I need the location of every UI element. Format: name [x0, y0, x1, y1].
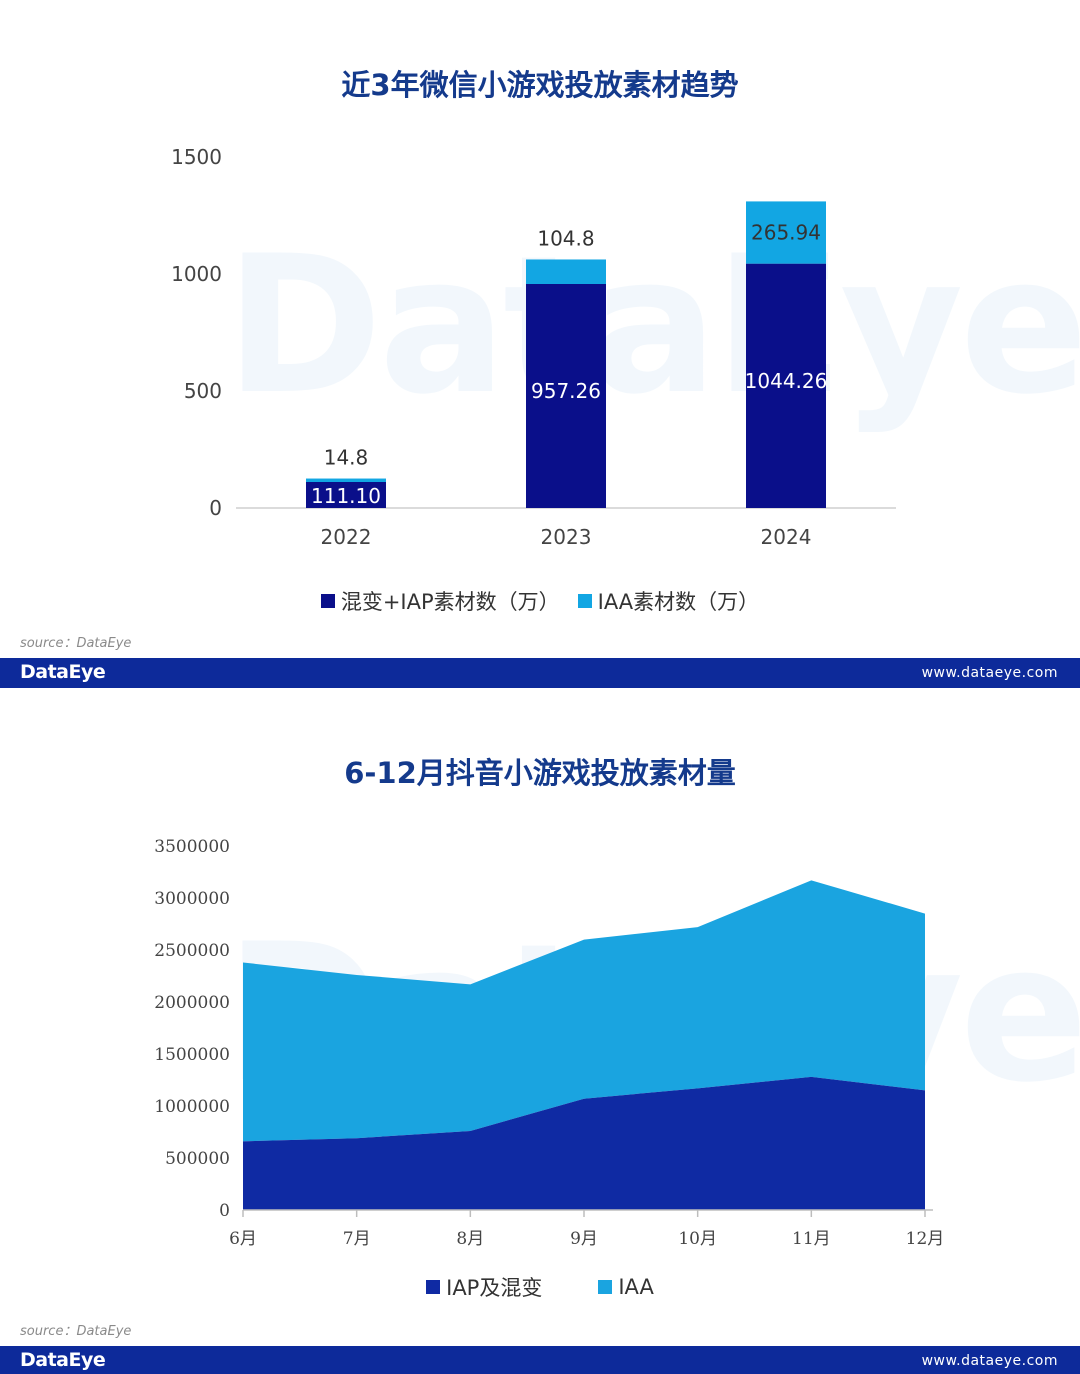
legend-swatch: [577, 594, 592, 608]
source-text: source：DataEye: [20, 636, 132, 651]
data-label: 1044.26: [745, 369, 828, 393]
chart-title: 近3年微信小游戏投放素材趋势: [341, 68, 739, 102]
chart-title: 6-12月抖音小游戏投放素材量: [344, 756, 736, 790]
y-tick-label: 500000: [165, 1149, 230, 1169]
y-tick-label: 0: [209, 496, 222, 520]
footer-bar: DataEye www.dataeye.com: [0, 1346, 1080, 1374]
footer-logo: DataEye: [20, 661, 106, 683]
y-tick-label: 2500000: [154, 941, 230, 961]
data-label: 957.26: [531, 379, 601, 403]
y-tick-label: 2000000: [154, 993, 230, 1013]
data-label: 14.8: [324, 446, 369, 470]
bar-segment: [526, 259, 606, 285]
bar-segment: [306, 478, 386, 483]
data-label: 104.8: [537, 226, 594, 250]
legend: 混变+IAP素材数（万） IAA素材数（万）: [0, 586, 1080, 616]
area-series-iaa: [243, 880, 925, 1142]
legend-item: IAA: [598, 1272, 654, 1302]
x-tick-label: 8月: [456, 1229, 484, 1249]
data-label: 265.94: [751, 221, 821, 245]
footer-bar: DataEye www.dataeye.com: [0, 658, 1080, 688]
legend-item: 混变+IAP素材数（万）: [320, 586, 560, 616]
x-tick-label: 7月: [343, 1229, 371, 1249]
legend: IAP及混变 IAA: [0, 1272, 1080, 1302]
y-tick-label: 3000000: [154, 889, 230, 909]
legend-swatch: [598, 1280, 613, 1294]
source-text: source：DataEye: [20, 1324, 132, 1339]
legend-label: 混变+IAP素材数（万）: [340, 590, 560, 614]
x-tick-label: 11月: [792, 1229, 831, 1249]
legend-label: IAP及混变: [446, 1276, 543, 1300]
chart-panel-weixin: DataEye 近3年微信小游戏投放素材趋势 0 500 1000 1500 2022 1…: [0, 68, 1080, 688]
legend-item: IAP及混变: [426, 1272, 542, 1302]
footer-url[interactable]: www.dataeye.com: [921, 1353, 1058, 1369]
legend-swatch: [320, 594, 335, 608]
x-tick-label: 10月: [678, 1229, 717, 1249]
y-tick-label: 1500000: [154, 1045, 230, 1065]
data-label: 111.10: [311, 484, 381, 508]
y-tick-label: 0: [219, 1201, 230, 1221]
y-tick-label: 500: [184, 379, 222, 403]
legend-label: IAA: [618, 1275, 654, 1299]
x-tick-label: 9月: [570, 1229, 598, 1249]
chart-panel-douyin: DataEye 6-12月抖音小游戏投放素材量 0 500000 1000000 15…: [0, 688, 1080, 1374]
bar-segment: [526, 284, 606, 508]
y-tick-label: 1000000: [154, 1097, 230, 1117]
legend-item: IAA素材数（万）: [577, 586, 760, 616]
x-tick-label: 2024: [761, 525, 812, 549]
x-tick-label: 12月: [906, 1229, 945, 1249]
bar-segment: [306, 482, 386, 508]
area-series-iap: [243, 1076, 925, 1210]
legend-swatch: [426, 1280, 441, 1294]
footer-logo: DataEye: [20, 1349, 106, 1371]
footer-url[interactable]: www.dataeye.com: [921, 665, 1058, 681]
area-chart: 0 500000 1000000 1500000 2000000 2500000 30000…: [154, 837, 945, 1249]
x-tick-label: 2022: [321, 525, 372, 549]
x-tick-label: 2023: [541, 525, 592, 549]
bar-segment: [746, 201, 826, 264]
y-tick-label: 1500: [171, 145, 222, 169]
x-tick-label: 6月: [229, 1229, 257, 1249]
y-tick-label: 1000: [171, 262, 222, 286]
y-tick-label: 3500000: [154, 837, 230, 857]
legend-label: IAA素材数（万）: [597, 590, 760, 614]
bar-segment: [746, 263, 826, 508]
bar-chart: 0 500 1000 1500 2022 111.10 14.8 2023 957.26 104.…: [171, 145, 896, 549]
